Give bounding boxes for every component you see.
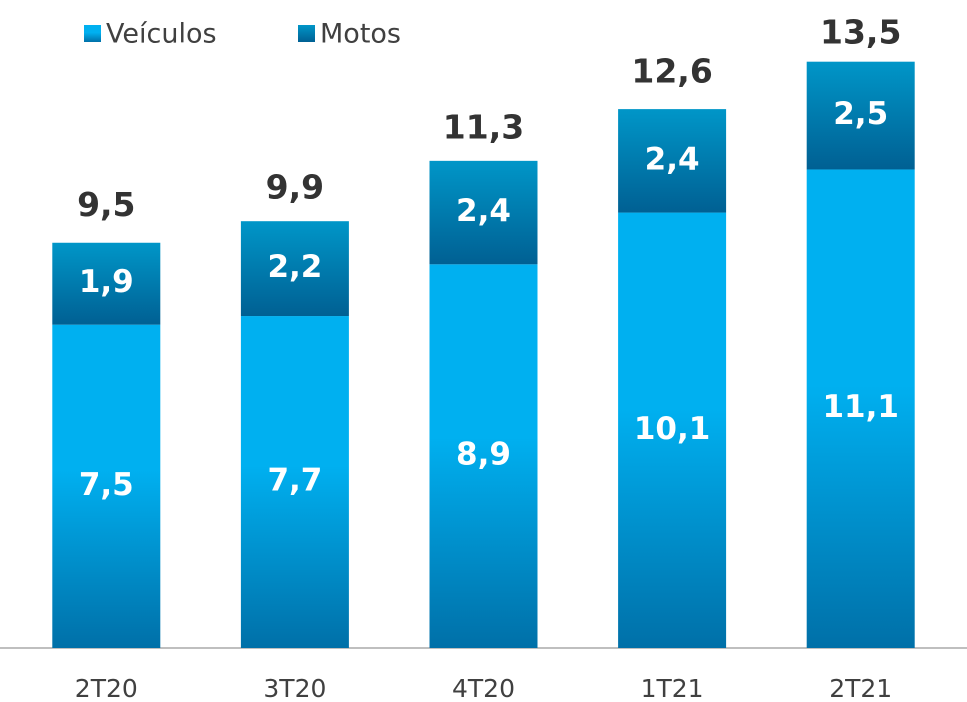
bar-segment [806,61,915,170]
bar-segment [618,109,727,213]
data-label: 11,1 [822,389,899,425]
total-label: 9,5 [77,185,135,224]
x-tick-label: 1T21 [641,674,704,702]
bar-segment [806,169,915,648]
x-tick-label: 2T21 [829,674,892,702]
bar-segment [618,212,727,649]
bar-segment [52,242,161,325]
data-label: 2,4 [645,141,700,177]
bar-segment [429,160,538,265]
bar-segment [240,316,349,648]
data-label: 10,1 [634,411,711,447]
legend-swatch [84,25,101,42]
total-label: 13,5 [820,13,901,52]
bar-segment [52,324,161,648]
total-label: 9,9 [266,168,324,207]
legend-label: Motos [320,19,401,50]
data-label: 1,9 [79,264,134,300]
x-tick-label: 4T20 [452,674,515,702]
bar-segment [240,221,349,317]
data-label: 7,7 [267,463,322,499]
x-tick-label: 3T20 [263,674,326,702]
legend-swatch [298,25,315,42]
data-label: 7,5 [79,467,134,503]
total-label: 11,3 [443,107,524,146]
data-label: 2,4 [456,193,511,229]
data-label: 2,5 [833,96,888,132]
total-label: 12,6 [631,51,712,90]
legend-label: Veículos [106,19,217,50]
data-label: 8,9 [456,437,511,473]
data-label: 2,2 [267,249,322,285]
x-tick-label: 2T20 [75,674,138,702]
bar-segment [429,264,538,648]
